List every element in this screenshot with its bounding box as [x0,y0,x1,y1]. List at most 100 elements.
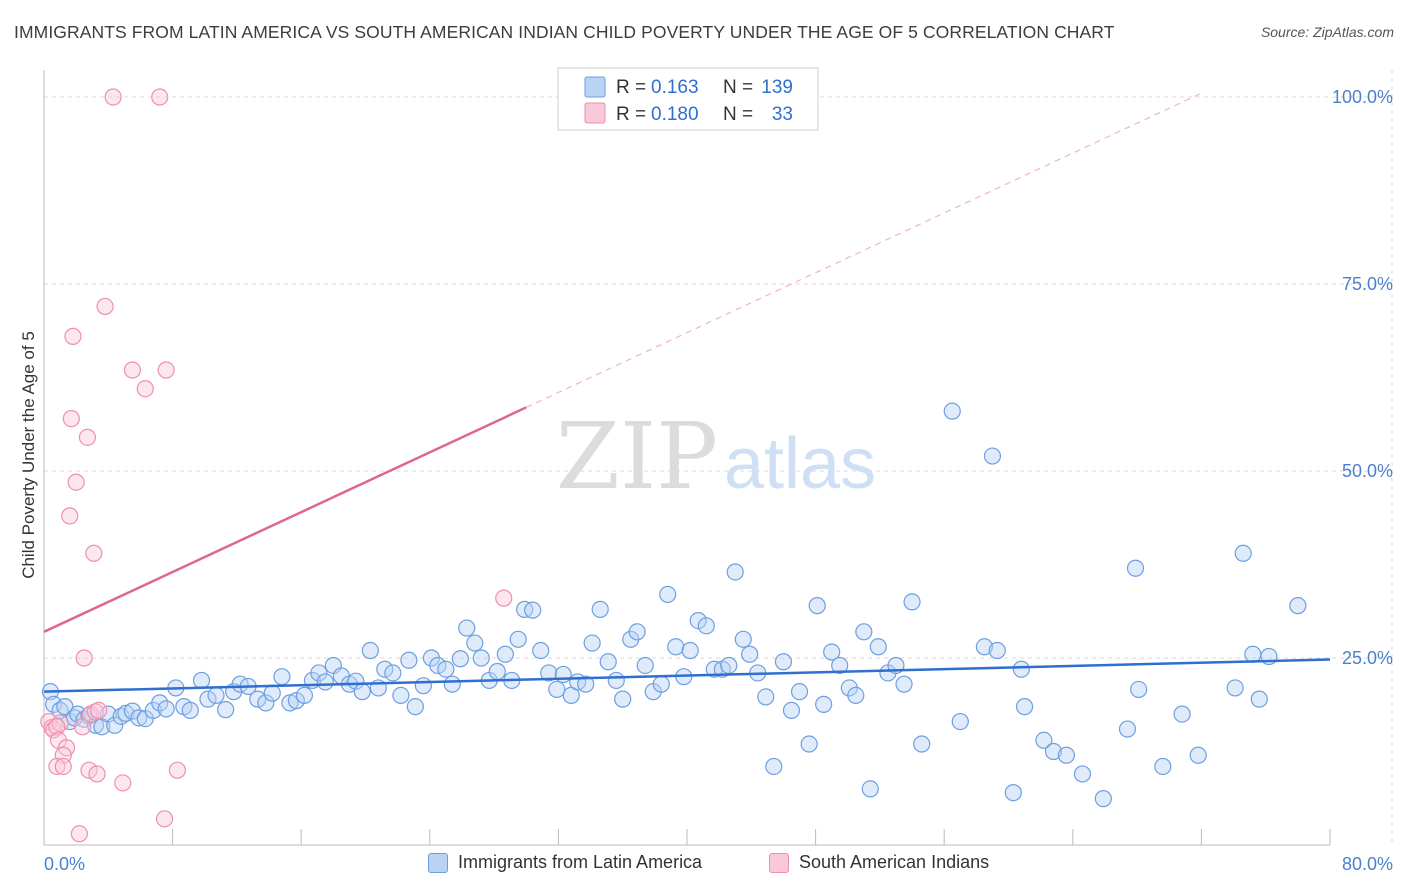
watermark: ZIP atlas [556,403,876,510]
data-point-latin-america [1226,679,1244,697]
data-point-latin-america [316,673,334,691]
data-point-latin-america [1012,660,1030,678]
data-point-latin-america [951,712,969,731]
legend-swatch-pink [769,852,789,873]
data-point-latin-america [361,641,379,660]
data-point-south-american-indians [85,544,103,562]
data-point-south-american-indians [90,701,108,719]
data-point-latin-america [257,694,275,712]
data-point-latin-america [1173,705,1191,723]
y-tick-label: 50.0% [1342,461,1393,481]
data-point-latin-america [1244,645,1262,663]
legend-item-south-american-indians: South American Indians [769,852,989,873]
data-point-latin-america [913,735,931,753]
data-point-latin-america [1057,746,1075,764]
data-point-latin-america [607,671,625,690]
y-tick-label: 100.0% [1332,87,1393,107]
data-point-latin-america [681,641,699,660]
data-point-latin-america [1035,731,1053,749]
data-point-latin-america [808,597,826,615]
data-point-latin-america [815,695,833,713]
data-point-south-american-indians [80,761,98,779]
data-point-latin-america [414,677,432,695]
data-point-south-american-indians [88,765,106,783]
data-point-latin-america [1189,746,1207,764]
data-point-latin-america [800,735,818,753]
data-point-latin-america [1044,742,1063,761]
data-point-latin-america [720,656,738,675]
data-point-latin-america [376,660,394,678]
data-point-latin-america [599,653,617,671]
data-point-latin-america [895,675,913,693]
tick-labels: 25.0% 50.0% 75.0% 100.0% 0.0% 80.0% [44,87,1393,874]
legend-n-label: N = [723,104,753,125]
data-point-latin-america [106,716,124,734]
data-point-latin-america [451,650,469,668]
data-point-latin-america [112,707,130,725]
data-point-south-american-indians [155,810,174,828]
data-point-latin-america [310,664,328,682]
data-point-latin-america [831,656,849,675]
data-point-latin-america [782,701,801,719]
data-point-latin-america [443,675,461,693]
data-point-latin-america [273,668,291,686]
data-point-latin-america [726,563,744,581]
data-point-south-american-indians [48,757,66,776]
data-point-latin-america [943,402,961,420]
data-point-latin-america [1094,790,1112,808]
data-point-latin-america [614,690,632,708]
data-point-latin-america [628,623,646,641]
data-point-latin-america [1004,784,1022,802]
data-point-latin-america [281,694,299,712]
data-point-south-american-indians [78,428,97,446]
data-point-latin-america [524,601,542,619]
legend-r-value-blue: 0.163 [651,77,699,98]
data-point-latin-america [659,585,677,604]
data-point-latin-america [151,694,169,712]
source-label: Source: ZipAtlas.com [1260,24,1394,40]
data-point-latin-america [636,656,654,675]
data-point-latin-america [1015,698,1034,716]
data-point-south-american-indians [70,825,88,843]
data-point-latin-america [548,680,566,699]
data-point-latin-america [1118,720,1137,738]
data-point-latin-america [774,653,793,671]
data-point-latin-america [472,649,490,667]
legend-n-label: N = [723,77,753,98]
data-point-latin-america [157,700,175,718]
data-point-south-american-indians [48,718,66,736]
y-tick-label: 75.0% [1342,274,1393,294]
legend-r-label: R = [616,104,646,125]
data-point-latin-america [540,664,558,682]
data-point-latin-america [741,645,759,663]
data-point-south-american-indians [67,473,85,491]
data-point-south-american-indians [157,361,175,379]
data-point-latin-america [199,690,217,708]
data-point-latin-america [697,617,715,635]
data-point-latin-america [577,675,595,693]
legend-item-latin-america: Immigrants from Latin America [428,852,702,873]
data-point-latin-america [207,686,225,705]
legend-r-label: R = [616,77,646,98]
x-tick-label: 80.0% [1342,854,1393,874]
data-point-latin-america [591,600,609,618]
data-point-latin-america [406,698,424,716]
data-point-south-american-indians [168,761,187,779]
data-point-latin-america [1073,765,1092,783]
data-point-latin-america [1234,544,1252,562]
data-point-latin-america [437,660,455,678]
data-point-latin-america [847,686,865,705]
chart-title: IMMIGRANTS FROM LATIN AMERICA VS SOUTH A… [14,22,1115,42]
data-point-latin-america [988,641,1006,660]
data-point-latin-america [583,634,601,652]
data-point-latin-america [790,683,809,701]
legend-swatch-blue [584,76,606,98]
data-point-south-american-indians [61,507,79,525]
legend-n-value-pink: 33 [772,104,793,125]
data-point-latin-america [855,623,873,641]
gridlines [44,70,1393,845]
data-point-latin-america [130,709,148,727]
data-points [40,88,1307,843]
data-point-south-american-indians [104,88,122,106]
data-point-latin-america [983,447,1002,465]
